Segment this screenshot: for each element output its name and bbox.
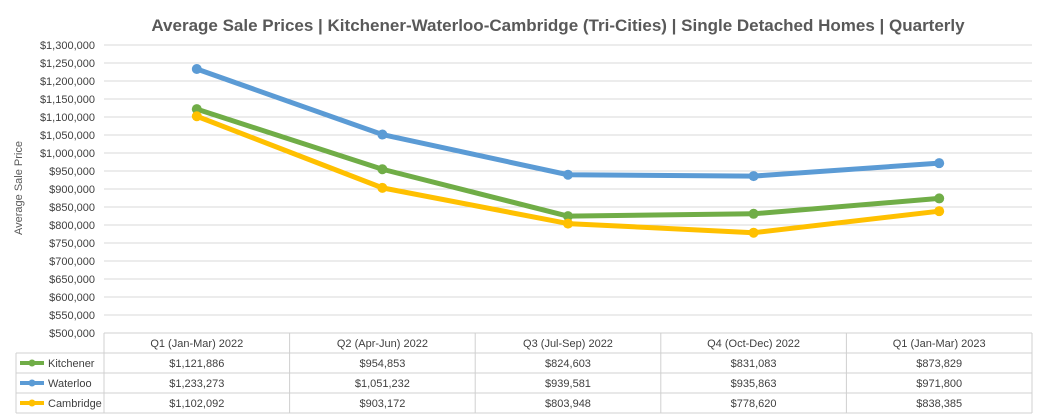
legend-label-kitchener: Kitchener: [48, 358, 95, 370]
data-point-waterloo: [563, 169, 573, 180]
data-cell: $803,948: [545, 398, 591, 410]
data-cell: $838,385: [916, 398, 962, 410]
chart-title: Average Sale Prices | Kitchener-Waterloo…: [151, 16, 965, 35]
data-cell: $1,121,886: [169, 358, 224, 370]
y-axis-label: Average Sale Price: [13, 141, 25, 235]
y-tick-label: $1,200,000: [40, 76, 95, 88]
y-tick-label: $550,000: [49, 310, 95, 322]
data-cell: $831,083: [731, 358, 777, 370]
data-point-cambridge: [934, 206, 945, 217]
gridlines: [104, 44, 1032, 334]
data-cell: $1,051,232: [355, 378, 410, 390]
x-category-label: Q2 (Apr-Jun) 2022: [337, 338, 428, 350]
y-tick-label: $1,300,000: [40, 40, 95, 52]
data-point-cambridge: [748, 227, 759, 238]
data-point-cambridge: [377, 182, 388, 193]
data-point-cambridge: [563, 218, 573, 229]
data-cell: $903,172: [359, 398, 405, 410]
y-tick-label: $1,250,000: [40, 58, 95, 70]
data-cell: $824,603: [545, 358, 591, 370]
data-cell: $1,102,092: [169, 398, 224, 410]
y-tick-label: $1,150,000: [40, 94, 95, 106]
series-lines: [191, 64, 945, 238]
y-axis-ticks: $500,000 $550,000 $600,000 $650,000 $700,000…: [40, 40, 95, 340]
y-tick-label: $600,000: [49, 292, 95, 304]
data-cell: $954,853: [359, 358, 405, 370]
data-point-kitchener: [563, 211, 573, 222]
series-line-kitchener: [194, 106, 942, 219]
data-point-waterloo: [934, 158, 945, 169]
data-point-kitchener: [748, 208, 759, 219]
data-point-waterloo: [748, 171, 759, 182]
legend-marker-kitchener: [28, 359, 36, 367]
data-point-kitchener: [934, 193, 945, 204]
y-tick-label: $900,000: [49, 184, 95, 196]
y-tick-label: $1,100,000: [40, 112, 95, 124]
y-tick-label: $700,000: [49, 256, 95, 268]
data-cell: $778,620: [731, 398, 777, 410]
y-tick-label: $650,000: [49, 274, 95, 286]
y-tick-label: $500,000: [49, 328, 95, 340]
x-category-label: Q1 (Jan-Mar) 2023: [893, 338, 986, 350]
data-point-waterloo: [191, 64, 202, 75]
data-cell: $971,800: [916, 378, 962, 390]
data-cell: $1,233,273: [169, 378, 224, 390]
x-category-label: Q3 (Jul-Sep) 2022: [523, 338, 613, 350]
y-tick-label: $750,000: [49, 238, 95, 250]
legend-marker-waterloo: [28, 379, 36, 387]
y-tick-label: $1,050,000: [40, 130, 95, 142]
legend-label-waterloo: Waterloo: [48, 378, 92, 390]
data-table: Q1 (Jan-Mar) 2022 Q2 (Apr-Jun) 2022 Q3 (Ju…: [15, 332, 1033, 414]
data-point-kitchener: [191, 104, 202, 115]
y-tick-label: $800,000: [49, 220, 95, 232]
legend-marker-cambridge: [28, 399, 36, 407]
data-cell: $873,829: [916, 358, 962, 370]
data-point-kitchener: [377, 164, 388, 175]
data-point-cambridge: [191, 111, 202, 122]
y-tick-label: $850,000: [49, 202, 95, 214]
data-cell: $935,863: [731, 378, 777, 390]
legend-label-cambridge: Cambridge: [48, 398, 102, 410]
y-tick-label: $1,000,000: [40, 148, 95, 160]
data-point-waterloo: [377, 129, 388, 140]
data-cell: $939,581: [545, 378, 591, 390]
x-category-label: Q1 (Jan-Mar) 2022: [150, 338, 243, 350]
y-tick-label: $950,000: [49, 166, 95, 178]
x-category-label: Q4 (Oct-Dec) 2022: [707, 338, 800, 350]
